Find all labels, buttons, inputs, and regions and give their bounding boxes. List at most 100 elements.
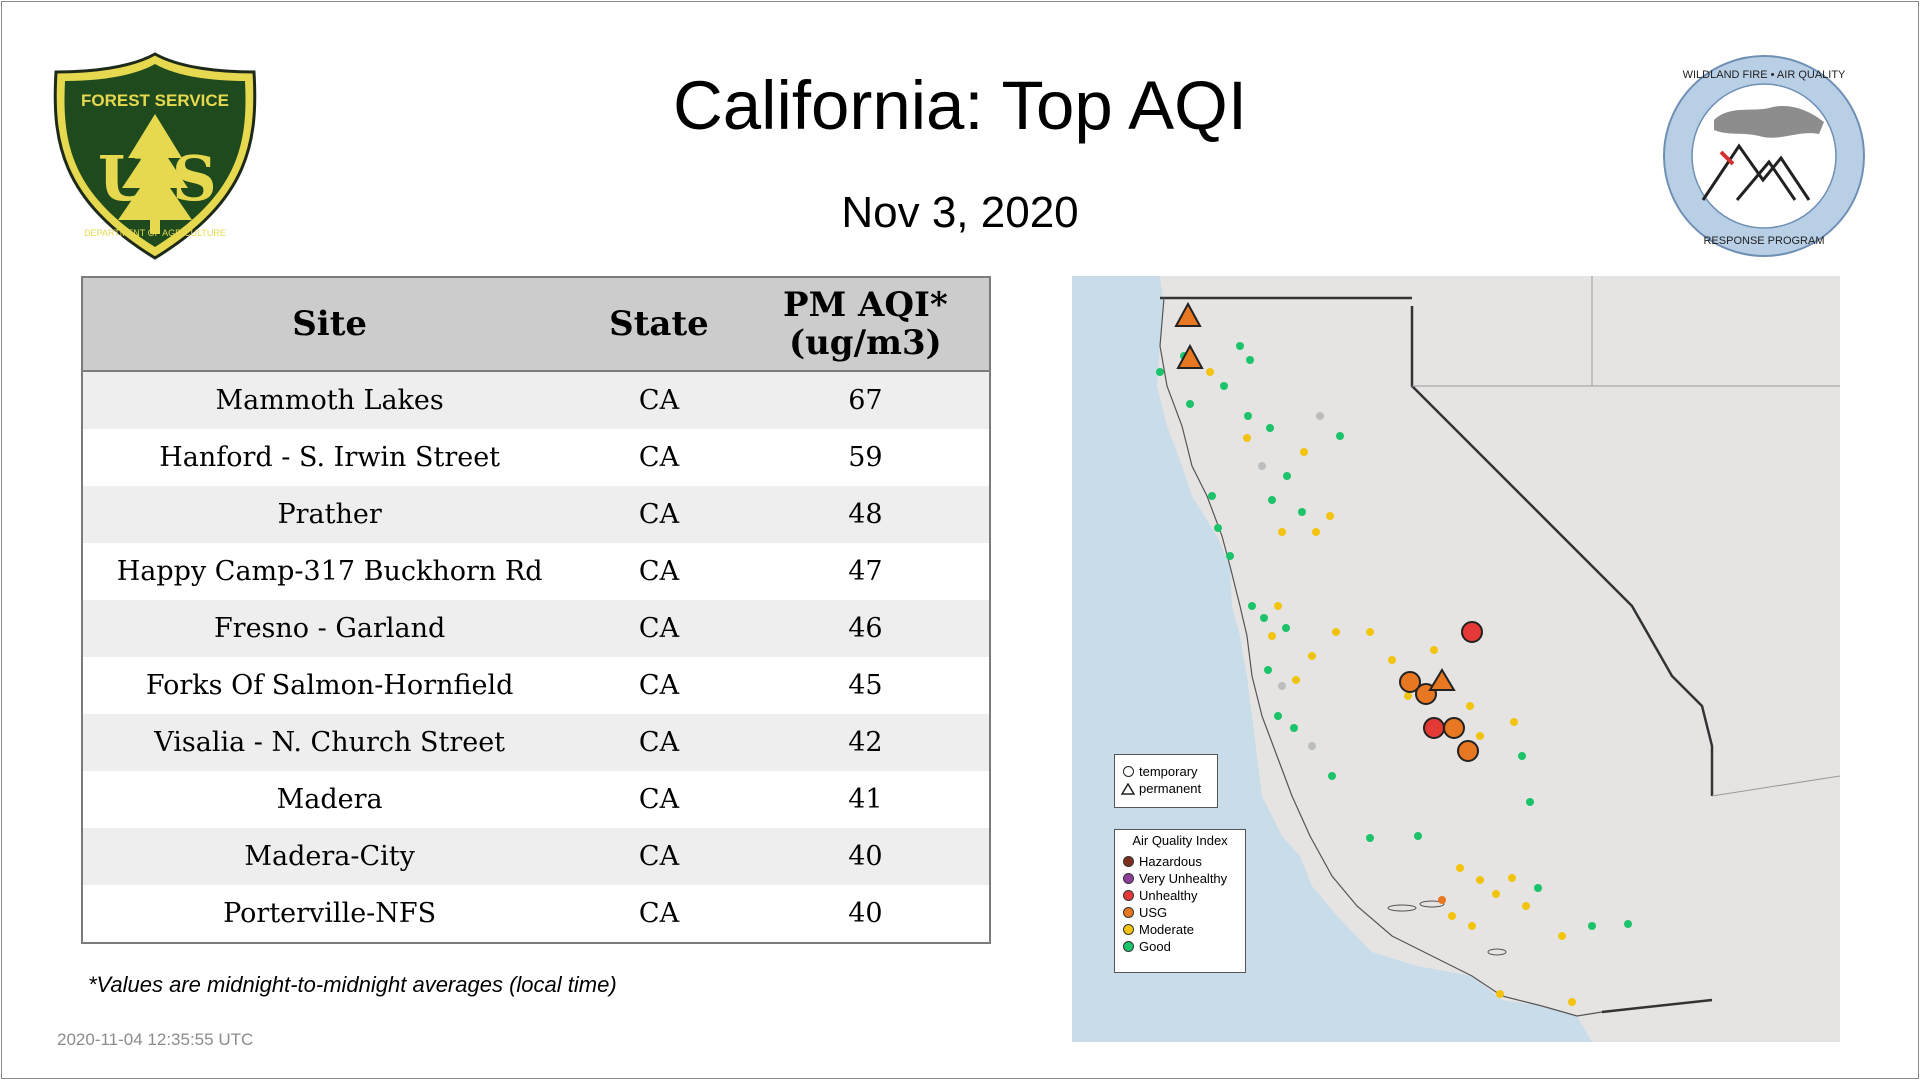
cell-aqi: 40 xyxy=(741,885,990,943)
site-marker-good xyxy=(1208,492,1216,500)
ca-mx-border xyxy=(1601,998,1713,1014)
legend-item-unhealthy: Unhealthy xyxy=(1115,887,1245,904)
dot-icon xyxy=(1122,890,1134,901)
site-marker-good xyxy=(1226,552,1234,560)
legend-label: USG xyxy=(1139,905,1168,920)
table-row: Happy Camp-317 Buckhorn Rd CA 47 xyxy=(82,543,990,600)
legend-label: Moderate xyxy=(1139,922,1194,937)
header-site: Site xyxy=(82,277,577,372)
logo-letter-u: U xyxy=(98,142,152,215)
report-date: Nov 3, 2020 xyxy=(841,188,1079,237)
logo-bottom-text: DEPARTMENT OF AGRICULTURE xyxy=(84,228,226,238)
dot-icon xyxy=(1122,924,1134,935)
site-marker-good xyxy=(1246,356,1254,364)
site-marker-good xyxy=(1156,368,1164,376)
cell-aqi: 47 xyxy=(741,543,990,600)
site-marker-usg xyxy=(1438,896,1446,904)
site-marker-usg xyxy=(1457,740,1479,762)
site-marker-moderate xyxy=(1308,652,1316,660)
cell-aqi: 42 xyxy=(741,714,990,771)
cell-site: Prather xyxy=(82,486,577,543)
dot-icon xyxy=(1122,856,1134,867)
cell-site: Happy Camp-317 Buckhorn Rd xyxy=(82,543,577,600)
site-marker-moderate xyxy=(1476,732,1484,740)
cell-aqi: 46 xyxy=(741,600,990,657)
cell-state: CA xyxy=(576,600,742,657)
cell-state: CA xyxy=(576,429,742,486)
site-marker-moderate xyxy=(1508,874,1516,882)
site-marker-good xyxy=(1526,798,1534,806)
legend-item-temporary: temporary xyxy=(1115,763,1217,780)
cell-site: Forks Of Salmon-Hornfield xyxy=(82,657,577,714)
site-marker-usg-permanent xyxy=(1176,343,1204,369)
cell-state: CA xyxy=(576,486,742,543)
cell-aqi: 41 xyxy=(741,771,990,828)
legend-label: temporary xyxy=(1139,764,1198,779)
site-marker-good xyxy=(1588,922,1596,930)
site-marker-good xyxy=(1268,496,1276,504)
cell-state: CA xyxy=(576,371,742,429)
table-header-row: Site State PM AQI* (ug/m3) xyxy=(82,277,990,372)
map-land xyxy=(1157,276,1840,1042)
footnote: *Values are midnight-to-midnight average… xyxy=(88,972,617,997)
table-row: Madera-City CA 40 xyxy=(82,828,990,885)
site-marker-moderate xyxy=(1568,998,1576,1006)
site-marker-moderate xyxy=(1274,602,1282,610)
site-marker-moderate xyxy=(1466,702,1474,710)
site-marker-moderate xyxy=(1510,718,1518,726)
channel-island xyxy=(1387,904,1417,912)
top-aqi-table: Site State PM AQI* (ug/m3) Mammoth Lakes… xyxy=(81,276,991,944)
site-marker-good xyxy=(1214,524,1222,532)
cell-state: CA xyxy=(576,828,742,885)
legend-label: Hazardous xyxy=(1139,854,1202,869)
site-marker-moderate xyxy=(1278,528,1286,536)
site-marker-no-data xyxy=(1278,682,1286,690)
page-title: California: Top AQI xyxy=(672,67,1248,144)
cell-aqi: 45 xyxy=(741,657,990,714)
cell-site: Porterville-NFS xyxy=(82,885,577,943)
site-marker-usg xyxy=(1399,671,1421,693)
table-row: Forks Of Salmon-Hornfield CA 45 xyxy=(82,657,990,714)
dot-icon xyxy=(1122,907,1134,918)
forest-service-logo: U S FOREST SERVICE DEPARTMENT OF AGRICUL… xyxy=(53,52,257,260)
site-marker-good xyxy=(1248,602,1256,610)
legend-label: Good xyxy=(1139,939,1171,954)
logo-letter-s: S xyxy=(172,142,217,215)
legend-label: Very Unhealthy xyxy=(1139,871,1228,886)
header-pm-aqi-line1: PM AQI* xyxy=(783,285,948,325)
site-marker-moderate xyxy=(1492,890,1500,898)
cell-state: CA xyxy=(576,885,742,943)
site-marker-moderate xyxy=(1243,434,1251,442)
table-row: Visalia - N. Church Street CA 42 xyxy=(82,714,990,771)
site-marker-good xyxy=(1283,472,1291,480)
table-row: Fresno - Garland CA 46 xyxy=(82,600,990,657)
dot-icon xyxy=(1122,941,1134,952)
site-marker-moderate xyxy=(1468,922,1476,930)
legend-item-permanent: permanent xyxy=(1115,780,1217,797)
aqi-legend: Air Quality Index Hazardous Very Unhealt… xyxy=(1114,829,1246,973)
site-marker-moderate xyxy=(1388,656,1396,664)
site-marker-usg xyxy=(1443,717,1465,739)
site-marker-good xyxy=(1336,432,1344,440)
cell-site: Visalia - N. Church Street xyxy=(82,714,577,771)
logo-top-text: FOREST SERVICE xyxy=(81,91,229,110)
site-marker-no-data xyxy=(1258,462,1266,470)
site-marker-moderate xyxy=(1448,912,1456,920)
channel-island xyxy=(1487,948,1507,956)
cell-state: CA xyxy=(576,657,742,714)
site-marker-moderate xyxy=(1404,692,1412,700)
logo-ring-bottom-text: RESPONSE PROGRAM xyxy=(1703,235,1824,247)
site-marker-good xyxy=(1298,508,1306,516)
cell-state: CA xyxy=(576,714,742,771)
cell-site: Hanford - S. Irwin Street xyxy=(82,429,577,486)
site-marker-good xyxy=(1366,834,1374,842)
site-marker-good xyxy=(1220,382,1228,390)
site-marker-no-data xyxy=(1316,412,1324,420)
site-marker-good xyxy=(1236,342,1244,350)
legend-item-usg: USG xyxy=(1115,904,1245,921)
cell-aqi: 67 xyxy=(741,371,990,429)
site-marker-good xyxy=(1534,884,1542,892)
legend-item-moderate: Moderate xyxy=(1115,921,1245,938)
site-marker-good xyxy=(1290,724,1298,732)
legend-label: Unhealthy xyxy=(1139,888,1198,903)
